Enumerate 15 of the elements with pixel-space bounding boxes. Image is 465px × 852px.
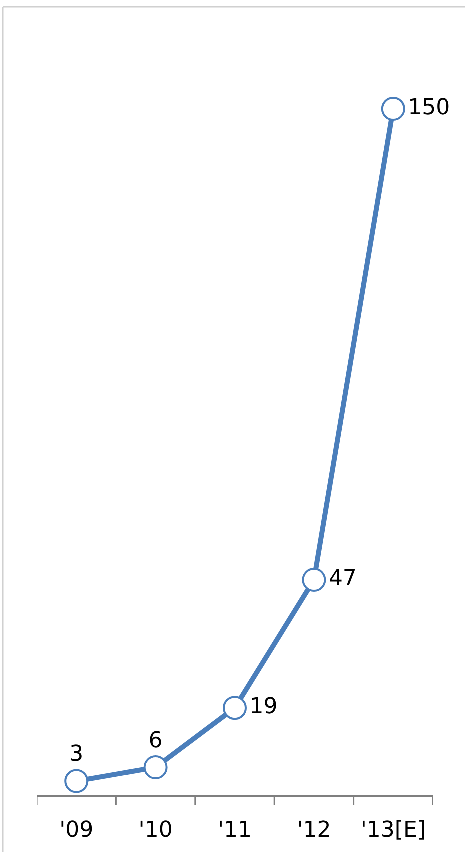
data-label: 47 xyxy=(328,566,357,592)
point xyxy=(64,769,89,794)
point xyxy=(223,696,247,720)
point xyxy=(381,97,406,122)
x-tick-label: '11 xyxy=(218,818,252,844)
x-tick-label: '13[E] xyxy=(360,818,426,844)
x-tick-label: '12 xyxy=(297,818,332,844)
data-label: 6 xyxy=(148,728,163,754)
point xyxy=(302,568,326,592)
data-label: 3 xyxy=(70,742,84,768)
point xyxy=(144,756,168,780)
x-tick-label: '09 xyxy=(60,818,94,844)
data-label: 150 xyxy=(408,96,450,121)
data-label: 19 xyxy=(250,694,278,720)
x-tick-label: '10 xyxy=(138,818,173,844)
